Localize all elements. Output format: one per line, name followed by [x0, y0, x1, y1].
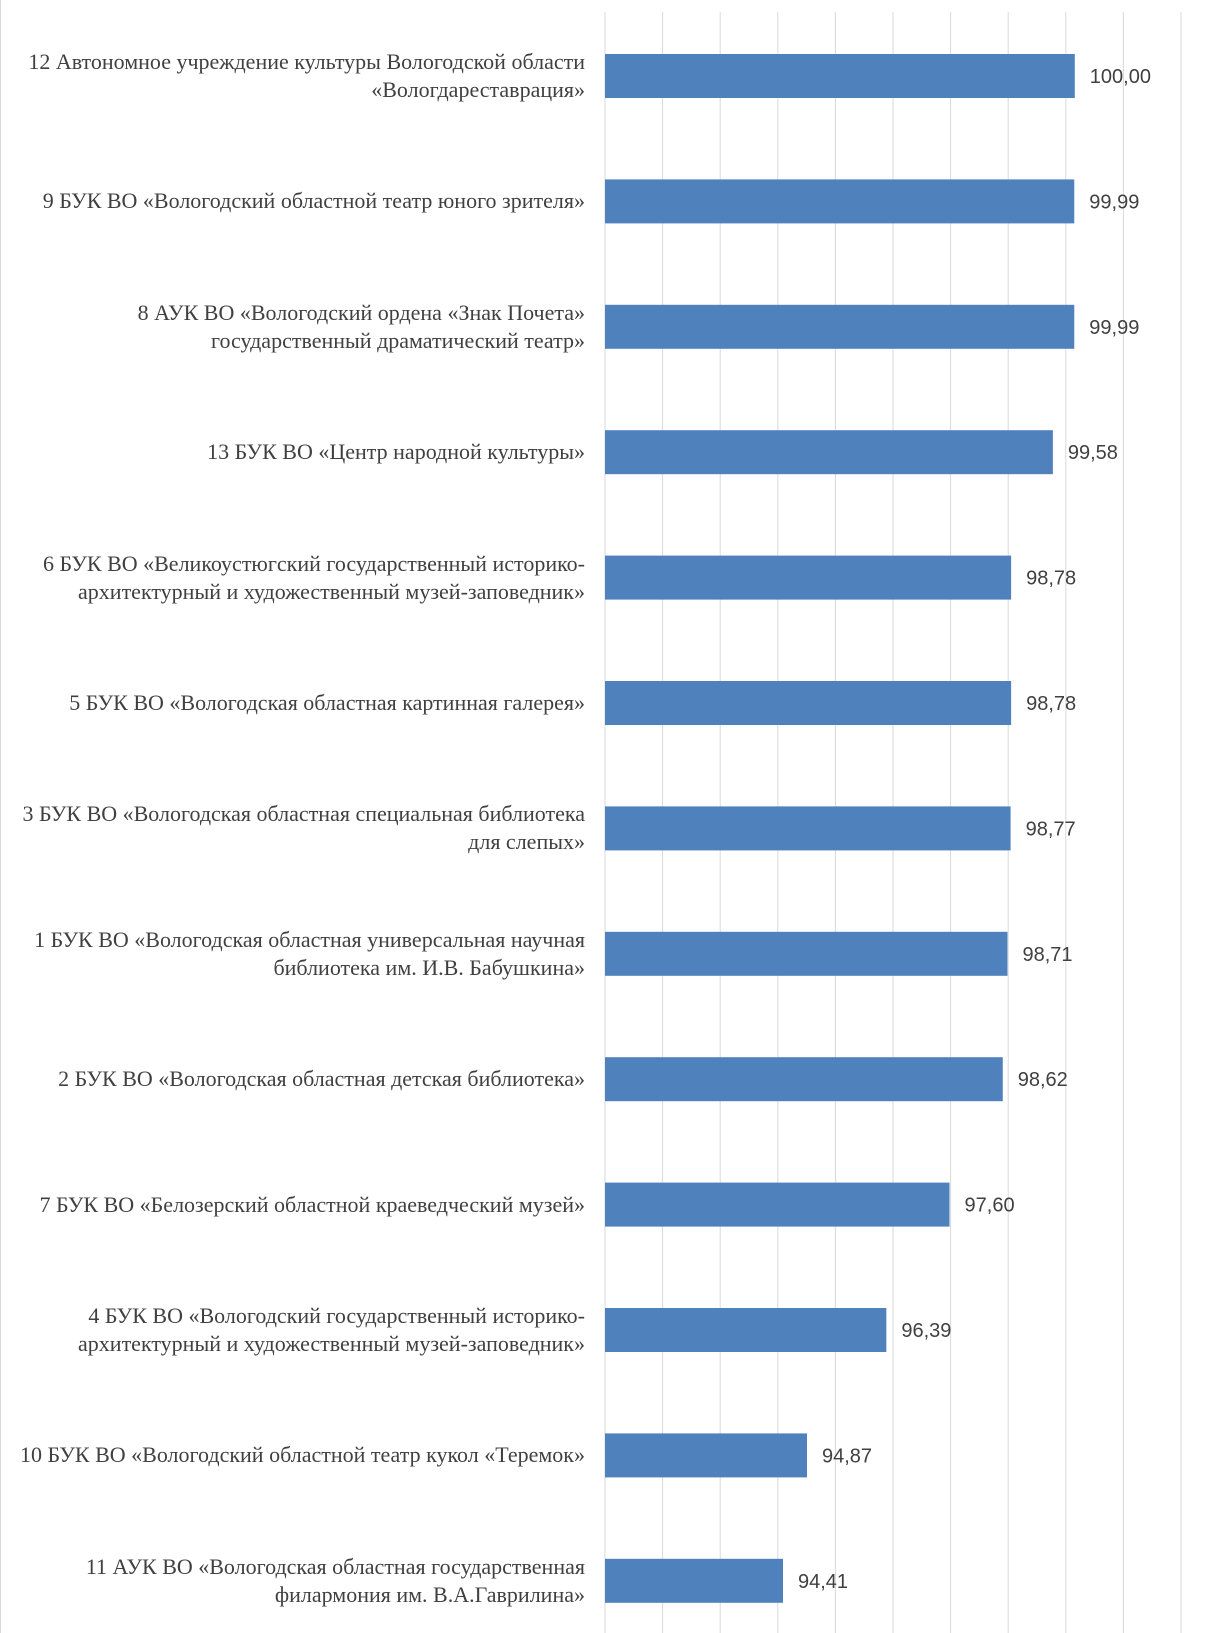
category-label-9: 7 БУК ВО «Белозерский областной краеведч… — [39, 1191, 586, 1217]
category-label-7: 1 БУК ВО «Вологодская областная универса… — [34, 926, 585, 980]
data-label-9: 97,60 — [965, 1195, 1015, 1217]
data-label-4: 98,78 — [1026, 568, 1076, 590]
bar-1 — [605, 179, 1075, 224]
category-label-0: 12 Автономное учреждение культуры Волого… — [28, 49, 585, 102]
bar-11 — [605, 1433, 808, 1478]
data-label-11: 94,87 — [822, 1445, 872, 1467]
data-label-2: 99,99 — [1089, 317, 1139, 339]
bar-12 — [605, 1558, 784, 1603]
data-label-10: 96,39 — [901, 1320, 951, 1342]
bar-3 — [605, 430, 1053, 475]
bar-10 — [605, 1308, 887, 1352]
bar-8 — [605, 1057, 1003, 1102]
data-label-5: 98,78 — [1026, 693, 1076, 715]
data-label-12: 94,41 — [798, 1571, 848, 1593]
bar-5 — [605, 681, 1012, 725]
category-label-8: 2 БУК ВО «Вологодская областная детская … — [58, 1066, 585, 1092]
data-label-1: 99,99 — [1089, 191, 1139, 213]
bar-2 — [605, 304, 1075, 349]
bar-9 — [605, 1182, 950, 1227]
category-label-10: 4 БУК ВО «Вологодский государственный ис… — [78, 1303, 585, 1356]
bar-6 — [605, 806, 1011, 851]
data-label-3: 99,58 — [1068, 442, 1118, 464]
category-label-3: 13 БУК ВО «Центр народной культуры» — [207, 439, 585, 465]
category-label-5: 5 БУК ВО «Вологодская областная картинна… — [69, 690, 585, 715]
category-label-4: 6 БУК ВО «Великоустюгский государственны… — [42, 550, 585, 604]
bar-0 — [605, 54, 1075, 98]
data-label-8: 98,62 — [1018, 1069, 1068, 1091]
category-label-2: 8 АУК ВО «Вологодский ордена «Знак Почет… — [137, 299, 585, 353]
bar-4 — [605, 555, 1012, 600]
data-label-6: 98,77 — [1026, 818, 1076, 840]
category-label-11: 10 БУК ВО «Вологодский областной театр к… — [20, 1442, 585, 1468]
data-label-7: 98,71 — [1022, 944, 1072, 966]
bar-7 — [605, 931, 1008, 976]
category-label-12: 11 АУК ВО «Вологодская областная государ… — [85, 1553, 585, 1607]
category-label-1: 9 БУК ВО «Вологодский областной театр юн… — [42, 188, 585, 214]
data-label-0: 100,00 — [1090, 66, 1151, 88]
category-label-6: 3 БУК ВО «Вологодская областная специаль… — [22, 801, 585, 855]
